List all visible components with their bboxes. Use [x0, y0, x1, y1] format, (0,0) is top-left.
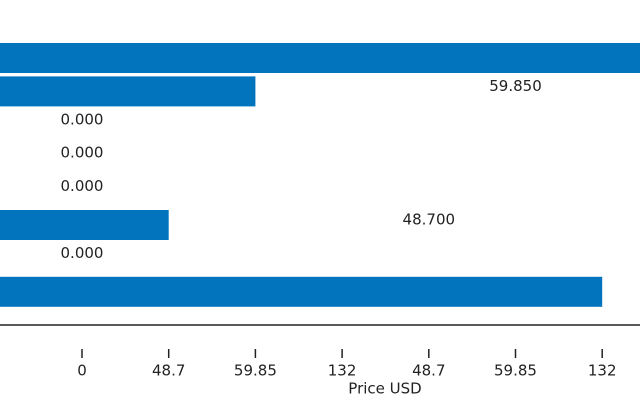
bar: [0, 43, 640, 73]
value-label: 0.000: [61, 144, 104, 162]
x-tick-label: 48.7: [152, 362, 185, 380]
x-tick-label: 59.85: [234, 362, 277, 380]
x-tick-label: 48.7: [412, 362, 445, 380]
x-axis-title: Price USD: [348, 380, 421, 398]
bar: [0, 276, 603, 307]
x-tick-label: 132: [588, 362, 617, 380]
value-label: 59.850: [489, 77, 542, 95]
x-tick-label: 59.85: [494, 362, 537, 380]
bar: [0, 210, 169, 240]
value-label: 48.700: [403, 211, 456, 229]
x-tick-label: 132: [328, 362, 357, 380]
value-label: 0.000: [61, 110, 104, 128]
bar: [0, 76, 256, 107]
value-label: 0.000: [61, 177, 104, 195]
x-tick-label: 0: [77, 362, 87, 380]
value-label: 0.000: [61, 244, 104, 262]
